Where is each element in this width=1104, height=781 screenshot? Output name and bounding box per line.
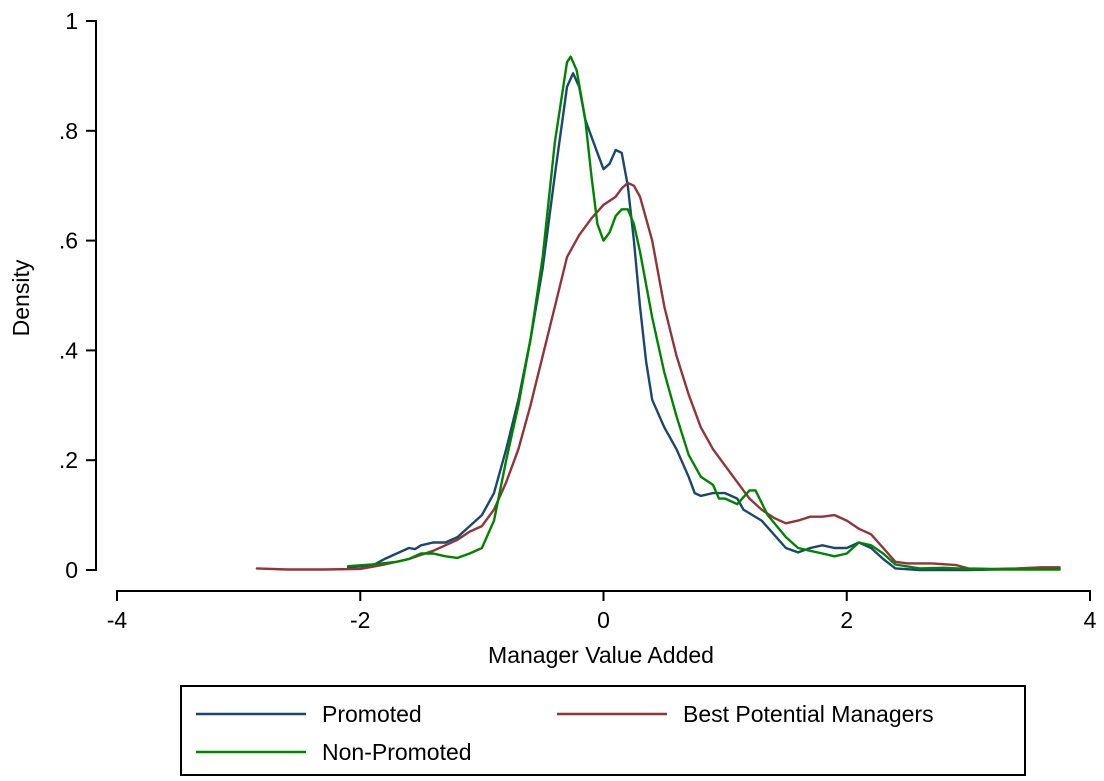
y-tick-label: .4 [59, 337, 78, 363]
legend-box [180, 685, 1026, 776]
x-axis-title: Manager Value Added [488, 642, 714, 668]
x-tick-label: 4 [1084, 607, 1097, 633]
plot-lines [255, 55, 1061, 572]
y-tick-label: .8 [59, 118, 78, 144]
y-axis-title: Density [8, 259, 34, 336]
y-tick-label: 1 [65, 8, 78, 34]
legend-label-non-promoted: Non-Promoted [322, 739, 472, 765]
x-tick-label: 0 [597, 607, 610, 633]
x-tick-label: 2 [840, 607, 853, 633]
x-tick-label: -4 [107, 607, 128, 633]
series-line-non-promoted [346, 55, 1061, 571]
legend-label-promoted: Promoted [322, 701, 422, 727]
x-tick-label: -2 [350, 607, 370, 633]
series-line-best-potential-managers [255, 181, 1061, 571]
y-tick-label: .2 [59, 447, 78, 473]
legend: Promoted Best Potential Managers Non-Promo… [180, 685, 1026, 776]
y-tick-label: 0 [65, 557, 78, 583]
series-line-promoted [346, 72, 1061, 572]
legend-label-best-potential-managers: Best Potential Managers [683, 701, 934, 727]
y-axis-ticks: 0 .2 .4 .6 .8 1 [59, 8, 96, 583]
y-tick-label: .6 [59, 228, 78, 254]
x-axis-ticks: -4 -2 0 2 4 [107, 591, 1097, 633]
